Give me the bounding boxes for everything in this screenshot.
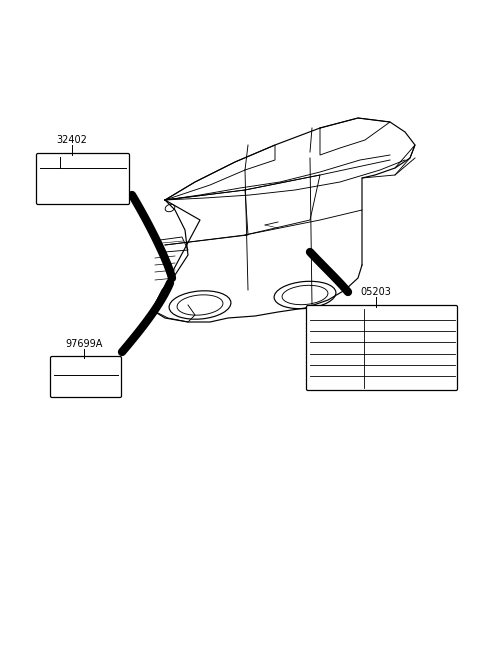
FancyBboxPatch shape: [36, 154, 130, 205]
FancyBboxPatch shape: [307, 306, 457, 390]
Text: 05203: 05203: [360, 287, 391, 297]
Text: 32402: 32402: [57, 135, 87, 145]
FancyBboxPatch shape: [50, 356, 121, 398]
Text: 97699A: 97699A: [65, 339, 103, 349]
